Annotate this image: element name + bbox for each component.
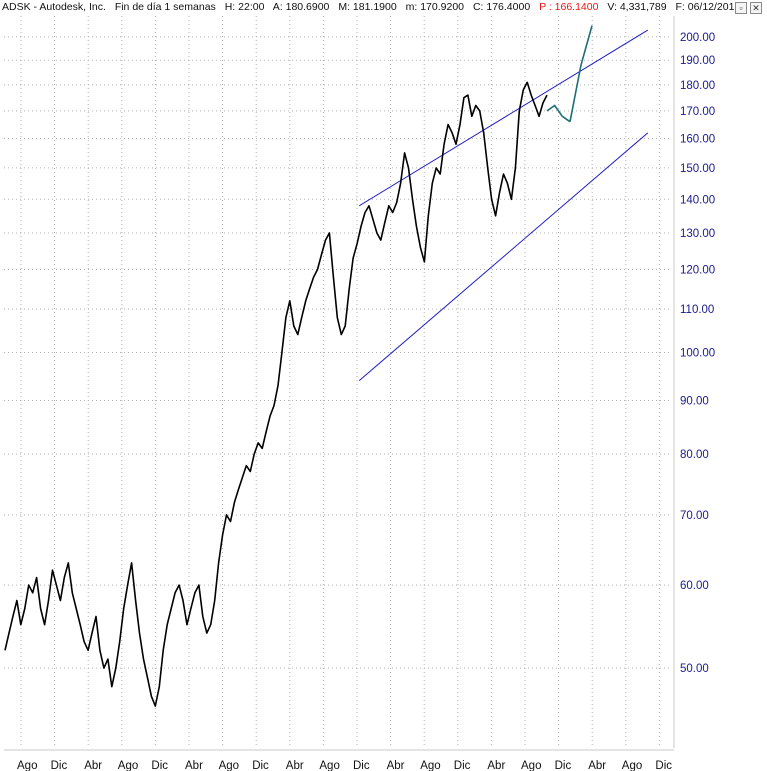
maximize-button[interactable]: ▫ xyxy=(735,2,747,14)
x-tick-label: Dic xyxy=(454,760,471,771)
y-tick-label: 140.00 xyxy=(680,194,715,206)
x-tick-label: Dic xyxy=(151,760,168,771)
min-label: m: 170.9200 xyxy=(405,1,465,13)
price-label: P : 166.1400 xyxy=(539,1,599,13)
y-tick-label: 120.00 xyxy=(680,264,715,276)
x-tick-label: Ago xyxy=(319,760,339,771)
y-tick-label: 190.00 xyxy=(680,55,715,67)
x-tick-label: Abr xyxy=(84,760,102,771)
x-tick-label: Dic xyxy=(252,760,269,771)
y-tick-label: 170.00 xyxy=(680,106,715,118)
x-tick-label: Abr xyxy=(387,760,405,771)
x-tick-label: Abr xyxy=(487,760,505,771)
y-tick-label: 180.00 xyxy=(680,80,715,92)
time-label: H: 22:00 xyxy=(224,1,265,13)
x-tick-label: Ago xyxy=(219,760,239,771)
y-tick-label: 130.00 xyxy=(680,228,715,240)
price-series-line xyxy=(4,81,548,707)
x-tick-label: Ago xyxy=(521,760,541,771)
x-tick-label: Dic xyxy=(555,760,572,771)
max-label: M: 181.1900 xyxy=(338,1,397,13)
symbol-label: ADSK - Autodesk, Inc. xyxy=(2,1,106,13)
x-tick-label: Ago xyxy=(118,760,138,771)
close-button[interactable]: ✕ xyxy=(750,2,762,14)
y-tick-label: 100.00 xyxy=(680,347,715,359)
x-tick-label: Ago xyxy=(17,760,37,771)
y-tick-label: 150.00 xyxy=(680,163,715,175)
x-tick-label: Abr xyxy=(286,760,304,771)
projection-extension-line xyxy=(569,25,593,122)
volume-label: V: 4,331,789 xyxy=(607,1,667,13)
y-tick-label: 80.00 xyxy=(680,449,709,461)
y-tick-label: 60.00 xyxy=(680,580,709,592)
projection-line xyxy=(546,104,571,123)
y-tick-label: 50.00 xyxy=(680,663,709,675)
x-tick-label: Dic xyxy=(655,760,672,771)
channel-line-lower xyxy=(358,132,649,382)
y-tick-label: 160.00 xyxy=(680,133,715,145)
date-label: F: 06/12/201 xyxy=(675,1,735,13)
x-tick-label: Ago xyxy=(622,760,642,771)
channel-line-upper xyxy=(358,29,649,207)
x-tick-label: Dic xyxy=(353,760,370,771)
chart-header: ADSK - Autodesk, Inc. Fin de día 1 seman… xyxy=(2,0,767,15)
open-label: A: 180.6900 xyxy=(272,1,330,13)
y-tick-label: 110.00 xyxy=(680,304,714,316)
x-tick-label: Ago xyxy=(420,760,440,771)
y-tick-label: 70.00 xyxy=(680,510,709,522)
x-tick-label: Abr xyxy=(185,760,203,771)
x-tick-label: Abr xyxy=(588,760,606,771)
y-tick-label: 90.00 xyxy=(680,395,709,407)
x-tick-label: Dic xyxy=(51,760,68,771)
close-label: C: 176.4000 xyxy=(472,1,531,13)
period-label: Fin de día 1 semanas xyxy=(114,1,216,13)
y-tick-label: 200.00 xyxy=(680,32,715,44)
